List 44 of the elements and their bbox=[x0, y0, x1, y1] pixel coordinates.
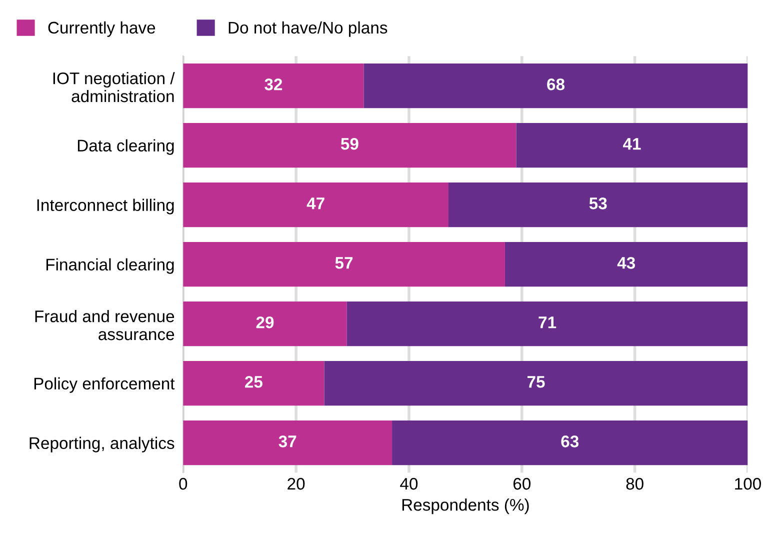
y-tick-label: Interconnect billing bbox=[37, 198, 174, 214]
x-axis-title: Respondents (%) bbox=[402, 498, 529, 514]
bar bbox=[183, 242, 505, 287]
x-tick-label: 100 bbox=[735, 478, 761, 490]
bar bbox=[183, 182, 448, 228]
bar bbox=[346, 302, 748, 346]
data-label: 47 bbox=[306, 198, 324, 210]
y-tick-label: IOT negotiation / administration bbox=[53, 72, 175, 102]
data-label: 68 bbox=[547, 78, 565, 90]
bar bbox=[183, 420, 392, 466]
data-label: 43 bbox=[617, 257, 636, 269]
data-label: 59 bbox=[340, 138, 358, 150]
y-tick-label: Fraud and revenue assurance bbox=[35, 310, 174, 340]
data-label: 63 bbox=[561, 436, 579, 448]
y-tick-label: Policy enforcement bbox=[34, 377, 175, 393]
data-label: 53 bbox=[589, 198, 607, 210]
x-tick-label: 60 bbox=[513, 478, 531, 490]
data-label: 75 bbox=[527, 376, 545, 388]
data-label: 41 bbox=[622, 138, 641, 150]
bar bbox=[392, 420, 748, 466]
data-label: 32 bbox=[264, 78, 282, 90]
bar bbox=[504, 242, 748, 287]
x-tick-label: 0 bbox=[179, 478, 188, 490]
data-label: 25 bbox=[245, 376, 263, 388]
bar bbox=[364, 64, 748, 108]
bar bbox=[324, 361, 748, 406]
x-tick-label: 80 bbox=[626, 478, 644, 490]
bar bbox=[183, 123, 516, 168]
bar bbox=[183, 361, 324, 406]
data-label: 29 bbox=[256, 316, 274, 328]
y-tick-label: Data clearing bbox=[78, 139, 174, 155]
legend-label: Do not have/No plans bbox=[228, 21, 388, 37]
data-label: 57 bbox=[335, 257, 353, 269]
bar bbox=[448, 182, 748, 228]
x-tick-label: 20 bbox=[288, 478, 305, 490]
y-tick-label: Reporting, analytics bbox=[30, 436, 174, 452]
data-label: 37 bbox=[278, 436, 296, 448]
y-tick-label: Financial clearing bbox=[46, 258, 174, 274]
data-label: 71 bbox=[538, 316, 556, 328]
bar bbox=[183, 302, 347, 346]
legend-label: Currently have bbox=[48, 21, 156, 37]
x-tick-label: 40 bbox=[400, 478, 418, 490]
bar bbox=[183, 64, 364, 108]
bar bbox=[516, 123, 748, 168]
